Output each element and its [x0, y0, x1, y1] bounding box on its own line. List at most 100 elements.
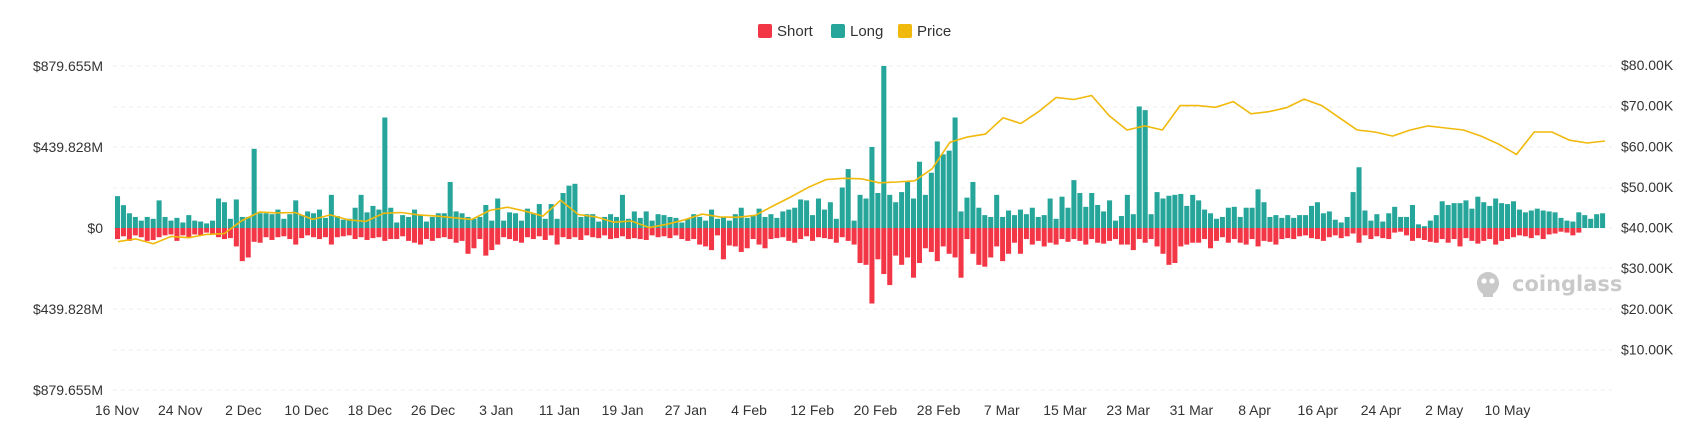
long-bar: [1011, 215, 1018, 228]
short-bar: [1552, 228, 1558, 234]
short-bar: [1029, 228, 1035, 245]
long-bar: [905, 181, 911, 228]
short-bar: [1017, 228, 1023, 254]
long-bar: [156, 200, 162, 228]
short-bar: [1041, 228, 1047, 247]
x-tick-label: 15 Mar: [1043, 402, 1087, 418]
long-bar: [1380, 221, 1386, 228]
long-bar: [513, 213, 519, 228]
short-bar: [1415, 228, 1421, 239]
short-bar: [703, 228, 709, 247]
long-bar: [1516, 209, 1522, 228]
long-bar: [762, 216, 768, 228]
short-bar: [786, 228, 792, 241]
y-right-tick-label: $80.00K: [1621, 57, 1674, 73]
long-bar: [1225, 207, 1231, 228]
long-bar: [1178, 193, 1184, 228]
long-bar: [578, 216, 584, 228]
short-bar: [887, 228, 893, 286]
short-bar: [162, 228, 168, 236]
short-bar: [1564, 228, 1570, 233]
short-bar: [358, 228, 364, 238]
long-bar: [1255, 189, 1261, 228]
short-bar: [1439, 228, 1445, 240]
long-bar: [400, 215, 406, 228]
legend-item-long[interactable]: Long: [831, 23, 883, 40]
long-bar: [120, 205, 126, 228]
short-bar: [578, 228, 584, 240]
long-bar: [697, 216, 703, 228]
legend-item-short[interactable]: Short: [758, 23, 814, 40]
short-bar: [1534, 228, 1540, 236]
long-bar: [1540, 210, 1546, 228]
long-bar: [275, 209, 281, 228]
short-bar: [1510, 228, 1517, 238]
short-bar: [1142, 228, 1148, 243]
legend-item-price[interactable]: Price: [898, 23, 951, 40]
long-bar: [1231, 206, 1237, 228]
short-bar: [156, 228, 162, 238]
long-bar: [1160, 198, 1166, 228]
legend-swatch-long: [831, 24, 845, 38]
short-bar: [115, 228, 121, 240]
short-bar: [1528, 228, 1534, 239]
short-bar: [1433, 228, 1439, 243]
long-bar: [1427, 220, 1433, 228]
long-bar: [655, 214, 661, 228]
short-bar: [720, 228, 726, 260]
y-left-tick-label: $879.655M: [33, 58, 103, 74]
long-bar: [465, 216, 471, 228]
short-bar: [429, 228, 435, 241]
long-bar: [507, 212, 513, 228]
short-bar: [1190, 228, 1196, 243]
long-bar: [1398, 216, 1404, 228]
long-bar: [1154, 192, 1160, 228]
legend[interactable]: Short Long Price: [758, 23, 951, 40]
short-bar: [1469, 228, 1475, 241]
short-bar: [150, 228, 156, 240]
long-bar: [833, 218, 839, 228]
short-bar: [1071, 228, 1077, 240]
short-bar: [625, 228, 631, 240]
short-bar: [1130, 228, 1136, 251]
long-bar: [1338, 222, 1344, 228]
long-bar: [245, 216, 251, 228]
short-bar: [1089, 228, 1095, 240]
long-bar: [673, 217, 679, 228]
short-bar: [471, 228, 477, 249]
long-bar: [1023, 214, 1029, 228]
price-line-path: [117, 94, 1606, 245]
short-bar: [1386, 228, 1392, 240]
long-bar: [340, 219, 346, 228]
short-bar: [322, 228, 328, 238]
long-bar: [1059, 196, 1065, 228]
short-bar: [459, 228, 465, 241]
short-bar: [566, 228, 572, 240]
long-bar: [1112, 220, 1119, 228]
short-bar: [1136, 228, 1142, 240]
short-bar: [869, 228, 875, 304]
long-bar: [887, 194, 893, 228]
short-bar: [1445, 228, 1451, 243]
long-bar: [810, 215, 816, 228]
short-bar: [1172, 228, 1178, 263]
long-bar: [1350, 192, 1356, 228]
long-bar: [180, 222, 186, 228]
long-bar: [429, 216, 435, 228]
short-bar: [120, 228, 126, 237]
long-bar: [1558, 217, 1564, 228]
long-bar: [946, 150, 952, 228]
short-bar: [346, 228, 352, 236]
long-bar: [293, 200, 299, 228]
long-bar: [572, 183, 578, 228]
short-bar: [311, 228, 317, 238]
long-bar: [489, 220, 495, 228]
long-bar: [1564, 220, 1570, 228]
long-bar: [661, 215, 667, 228]
x-tick-label: 2 May: [1425, 402, 1463, 418]
short-bar: [1267, 228, 1273, 242]
long-bar: [815, 198, 821, 228]
long-bar: [1582, 215, 1588, 228]
long-bar: [554, 218, 560, 228]
long-bar: [1041, 215, 1047, 228]
